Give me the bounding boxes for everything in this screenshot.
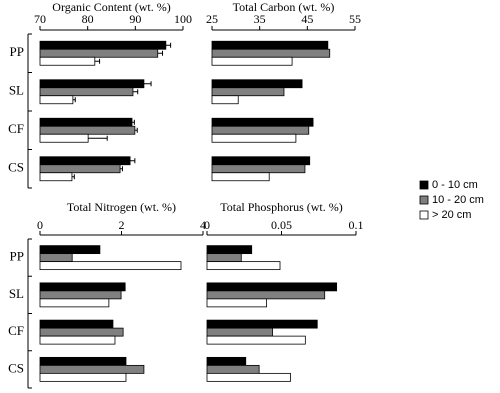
bar	[206, 253, 242, 263]
bar	[39, 117, 133, 127]
y-tick-label: PP	[10, 249, 24, 264]
y-tick-label: CS	[8, 360, 24, 375]
bar	[211, 117, 314, 127]
bar	[39, 48, 159, 58]
bar	[211, 133, 297, 143]
bar	[39, 261, 182, 271]
bar	[206, 245, 253, 255]
y-tick-label: CF	[8, 323, 24, 338]
y-tick-label: PP	[10, 44, 24, 59]
bar	[211, 40, 329, 50]
bar	[39, 133, 89, 143]
x-tick-label: 55	[349, 12, 361, 26]
bar	[39, 327, 124, 337]
bar	[39, 364, 145, 374]
legend-swatch	[419, 210, 429, 220]
bar	[39, 156, 131, 166]
x-tick-label: 0.05	[271, 218, 292, 232]
bar	[39, 95, 74, 105]
legend-label: 10 - 20 cm	[432, 194, 484, 206]
bar	[39, 125, 136, 135]
bar	[39, 245, 101, 255]
x-tick-label: 45	[301, 12, 313, 26]
legend-label: 0 - 10 cm	[432, 179, 478, 191]
y-tick-label: SL	[9, 83, 24, 98]
bar	[39, 282, 126, 292]
axis-title: Organic Content (wt. %)	[52, 0, 170, 14]
x-tick-label: 35	[254, 12, 266, 26]
bar	[211, 125, 310, 135]
legend-swatch	[419, 180, 429, 190]
bar	[39, 56, 96, 66]
x-tick-label: 0	[204, 218, 210, 232]
bar	[39, 356, 127, 366]
bar	[206, 261, 281, 271]
bar	[39, 298, 110, 308]
bar	[211, 164, 306, 174]
bar	[211, 79, 303, 89]
bar	[206, 282, 338, 292]
bar	[39, 87, 134, 97]
bar	[206, 327, 273, 337]
bar	[211, 56, 293, 66]
bar	[39, 290, 122, 300]
x-tick-label: 70	[34, 12, 46, 26]
axis-title: Total Carbon (wt. %)	[233, 0, 335, 14]
bar	[39, 319, 114, 329]
y-tick-label: SL	[9, 286, 24, 301]
x-tick-label: 90	[129, 12, 141, 26]
bar	[206, 372, 291, 382]
bar	[39, 372, 127, 382]
bar	[206, 335, 306, 345]
bar	[206, 298, 267, 308]
x-tick-label: 2	[119, 218, 125, 232]
bar	[211, 172, 270, 182]
bar	[206, 364, 260, 374]
bar	[211, 156, 311, 166]
bar	[39, 253, 73, 263]
bar	[211, 95, 239, 105]
bar	[206, 356, 247, 366]
x-tick-label: 0	[37, 218, 43, 232]
bar	[206, 319, 318, 329]
x-tick-label: 0.1	[349, 218, 364, 232]
axis-title: Total Nitrogen (wt. %)	[67, 200, 176, 214]
bar	[39, 335, 116, 345]
x-tick-label: 25	[206, 12, 218, 26]
bar	[39, 79, 145, 89]
x-tick-label: 100	[174, 12, 192, 26]
bar	[39, 164, 121, 174]
bar	[39, 172, 73, 182]
bar	[206, 290, 326, 300]
x-tick-label: 80	[82, 12, 94, 26]
bar	[39, 40, 167, 50]
legend-swatch	[419, 195, 429, 205]
legend-label: > 20 cm	[432, 209, 471, 221]
y-tick-label: CS	[8, 160, 24, 175]
axis-title: Total Phosphorus (wt. %)	[220, 200, 342, 214]
bar	[211, 87, 285, 97]
y-tick-label: CF	[8, 121, 24, 136]
x-tick-label: 4	[200, 218, 206, 232]
bar	[211, 48, 331, 58]
